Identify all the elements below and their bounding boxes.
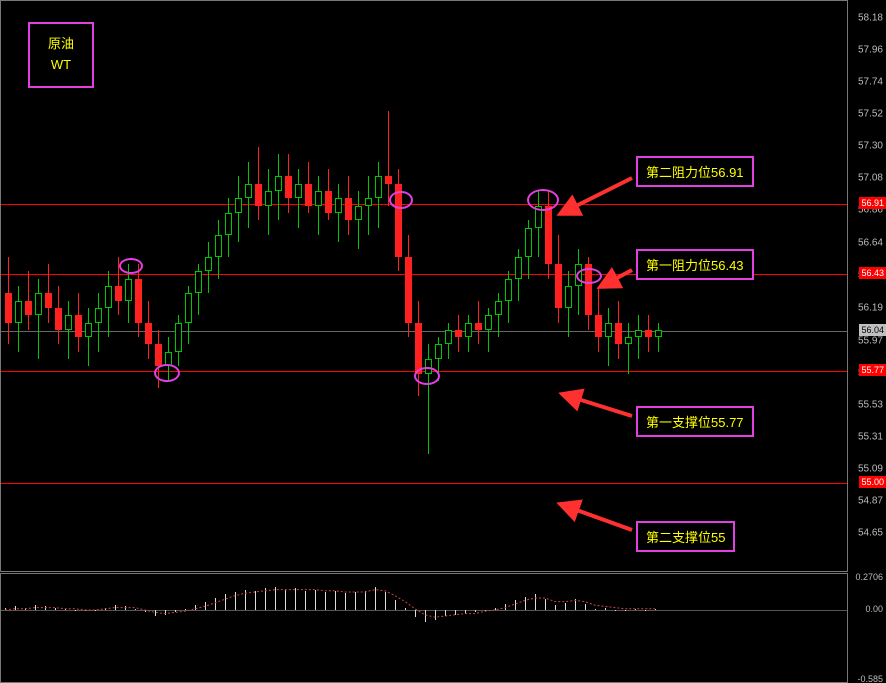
oscillator-y-axis: 0.2706 0.00 -0.585 xyxy=(848,573,886,681)
chart-container: 58.1857.9657.7457.5257.3057.0856.8656.64… xyxy=(0,0,886,683)
highlight-circle xyxy=(119,258,143,274)
y-tick: 56.64 xyxy=(858,237,883,248)
instrument-title-box: 原油 WT xyxy=(28,22,94,88)
y-tick: 55.09 xyxy=(858,464,883,475)
price-y-axis: 58.1857.9657.7457.5257.3057.0856.8656.64… xyxy=(848,0,886,570)
y-tick: 55.97 xyxy=(858,335,883,346)
sub-y-tick: 0.00 xyxy=(865,604,883,614)
y-tick: 54.87 xyxy=(858,496,883,507)
y-tick: 57.96 xyxy=(858,44,883,55)
y-tick: 57.74 xyxy=(858,76,883,87)
y-tick: 57.08 xyxy=(858,173,883,184)
y-tick: 56.19 xyxy=(858,303,883,314)
highlight-circle xyxy=(527,189,559,211)
instrument-code: WT xyxy=(48,55,74,76)
signal-line xyxy=(1,574,847,682)
main-price-plot xyxy=(0,0,848,572)
y-tick: 54.65 xyxy=(858,528,883,539)
y-tick: 55.53 xyxy=(858,399,883,410)
y-tick: 58.18 xyxy=(858,12,883,23)
horizontal-line xyxy=(1,204,847,205)
y-tick: 55.31 xyxy=(858,432,883,443)
highlight-circle xyxy=(154,364,180,382)
price-marker: 55.77 xyxy=(859,364,886,376)
macd-oscillator-plot xyxy=(0,573,848,683)
horizontal-line xyxy=(1,331,847,332)
price-marker: 56.04 xyxy=(859,324,886,336)
y-tick: 57.52 xyxy=(858,109,883,120)
annotation-label: 第二阻力位56.91 xyxy=(636,156,754,187)
sub-y-tick: -0.585 xyxy=(857,674,883,683)
price-marker: 56.91 xyxy=(859,197,886,209)
horizontal-line xyxy=(1,483,847,484)
highlight-circle xyxy=(389,191,413,209)
y-tick: 57.30 xyxy=(858,141,883,152)
annotation-label: 第二支撑位55 xyxy=(636,521,735,552)
price-marker: 56.43 xyxy=(859,267,886,279)
highlight-circle xyxy=(414,367,440,385)
annotation-label: 第一阻力位56.43 xyxy=(636,249,754,280)
instrument-name: 原油 xyxy=(48,34,74,55)
sub-y-tick: 0.2706 xyxy=(855,572,883,582)
highlight-circle xyxy=(576,268,602,284)
annotation-label: 第一支撑位55.77 xyxy=(636,406,754,437)
price-marker: 55.00 xyxy=(859,476,886,488)
